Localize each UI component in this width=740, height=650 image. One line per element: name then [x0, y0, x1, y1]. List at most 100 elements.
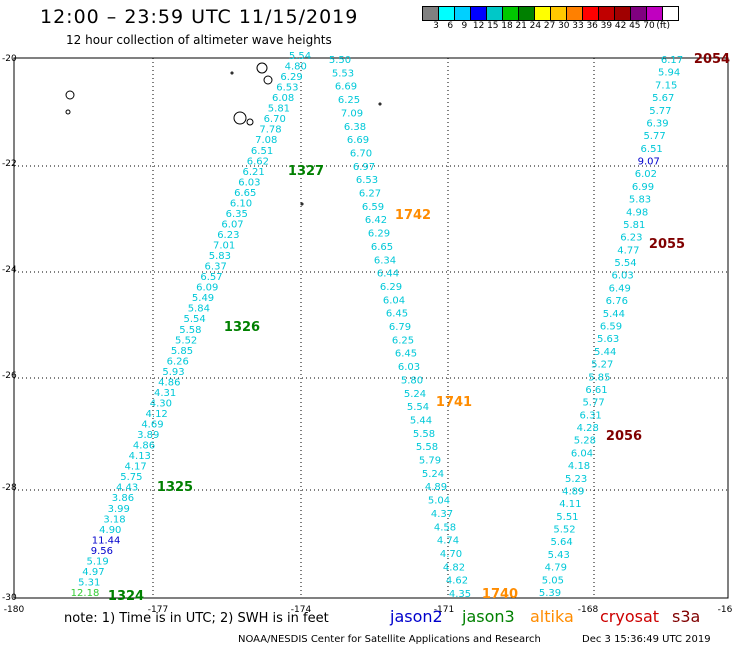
color-scale	[422, 6, 679, 21]
wave-height-value: 6.45	[386, 309, 408, 320]
pass-label: 1326	[224, 320, 260, 335]
scale-label: 36	[586, 21, 598, 31]
scale-label: 9	[461, 21, 468, 31]
wave-height-value: 6.26	[167, 356, 189, 367]
wave-height-value: 6.03	[398, 362, 420, 373]
scale-swatch	[662, 6, 679, 21]
wave-height-value: 6.42	[365, 215, 387, 226]
x-tick-label: -177	[148, 605, 168, 615]
y-tick-label: -20	[2, 54, 17, 64]
wave-height-value: 5.75	[120, 472, 142, 483]
pass-label: 2054	[694, 52, 730, 67]
wave-height-value: 6.51	[641, 144, 663, 155]
island-outline	[256, 62, 268, 74]
wave-height-value: 6.38	[344, 122, 366, 133]
wave-height-value: 6.97	[353, 162, 375, 173]
scale-label: 6	[447, 21, 454, 31]
wave-height-value: 6.17	[661, 55, 683, 66]
wave-height-value: 6.31	[580, 410, 602, 421]
y-tick-label: -26	[2, 371, 17, 381]
wave-height-value: 5.43	[548, 550, 570, 561]
scale-label: 70	[643, 21, 655, 31]
footer-note: note: 1) Time is in UTC; 2) SWH is in fe…	[64, 611, 329, 626]
pass-label: 1324	[108, 589, 144, 604]
wave-height-value: 3.18	[103, 514, 125, 525]
scale-label: 21	[515, 21, 527, 31]
wave-height-value: 5.85	[588, 372, 610, 383]
wave-height-value: 4.17	[124, 462, 146, 473]
wave-height-value: 6.61	[585, 385, 607, 396]
wave-height-value: 6.34	[374, 255, 396, 266]
wave-height-value: 6.69	[335, 82, 357, 93]
page-title: 12:00 – 23:59 UTC 11/15/2019	[40, 6, 359, 28]
scale-label: 24	[529, 21, 542, 31]
scale-label: 3	[433, 21, 439, 31]
wave-height-value: 6.76	[606, 296, 628, 307]
wave-height-value: 9.56	[91, 546, 113, 557]
wave-height-value: 4.97	[82, 567, 104, 578]
wave-height-value: 6.53	[276, 83, 298, 94]
wave-height-value: 6.62	[247, 156, 269, 167]
wave-height-value: 7.09	[341, 108, 363, 119]
wave-height-value: 5.79	[419, 456, 441, 467]
y-tick-label: -24	[2, 265, 17, 275]
wave-height-value: 4.82	[443, 562, 465, 573]
wave-height-value: 4.77	[617, 245, 639, 256]
wave-height-value: 7.01	[213, 241, 235, 252]
wave-height-value: 5.19	[87, 556, 109, 567]
island-outline	[233, 111, 247, 125]
wave-height-value: 5.39	[539, 588, 561, 599]
wave-height-value: 5.27	[591, 360, 613, 371]
scale-label: 12	[472, 21, 485, 31]
wave-height-value: 5.93	[162, 367, 184, 378]
wave-height-value: 4.98	[626, 207, 648, 218]
wave-height-value: 6.57	[200, 272, 222, 283]
pass-label: 1327	[288, 164, 324, 179]
wave-height-value: 6.21	[242, 167, 264, 178]
wave-height-value: 5.67	[652, 93, 674, 104]
wave-height-value: 4.80	[285, 62, 307, 73]
wave-height-value: 5.63	[597, 334, 619, 345]
wave-height-value: 5.80	[401, 375, 423, 386]
wave-height-value: 6.29	[368, 229, 390, 240]
island-outline	[300, 202, 304, 206]
wave-height-value: 6.03	[611, 271, 633, 282]
island-outline	[65, 90, 75, 100]
x-tick-label: -174	[291, 605, 312, 615]
wave-height-value: 5.05	[542, 575, 564, 586]
wave-height-value: 6.70	[350, 148, 372, 159]
wave-height-value: 4.62	[446, 576, 468, 587]
wave-height-value: 5.52	[175, 335, 197, 346]
wave-height-value: 4.69	[141, 420, 163, 431]
wave-height-value: 4.74	[437, 536, 459, 547]
wave-height-value: 5.77	[643, 131, 665, 142]
wave-height-value: 6.25	[392, 335, 414, 346]
page-subtitle: 12 hour collection of altimeter wave hei…	[66, 33, 332, 47]
wave-height-value: 6.07	[221, 219, 243, 230]
wave-height-value: 5.83	[209, 251, 231, 262]
wave-height-value: 5.52	[553, 525, 575, 536]
timestamp-text: Dec 3 15:36:49 UTC 2019	[582, 634, 711, 645]
wave-height-value: 6.10	[230, 198, 252, 209]
wave-height-value: 6.70	[264, 114, 286, 125]
wave-height-value: 4.70	[440, 549, 462, 560]
wave-height-value: 6.49	[609, 283, 631, 294]
wave-height-value: 5.23	[565, 474, 587, 485]
wave-height-value: 6.27	[359, 189, 381, 200]
wave-height-value: 6.04	[571, 448, 593, 459]
wave-height-value: 4.35	[449, 589, 471, 600]
wave-height-value: 5.50	[329, 55, 351, 66]
legend-item: cryosat	[600, 607, 660, 626]
wave-height-value: 5.53	[332, 68, 354, 79]
pass-label: 1741	[436, 395, 472, 410]
wave-height-value: 4.58	[434, 522, 456, 533]
wave-height-value: 5.54	[289, 51, 311, 62]
wave-height-value: 6.37	[205, 262, 227, 273]
pass-label: 1325	[157, 480, 193, 495]
island-outline	[230, 71, 234, 75]
scale-label: 15	[487, 21, 499, 31]
scale-label: 18	[501, 21, 513, 31]
wave-height-value: 6.04	[383, 295, 405, 306]
wave-height-value: 3.99	[108, 504, 130, 515]
wave-height-value: 4.18	[568, 461, 590, 472]
